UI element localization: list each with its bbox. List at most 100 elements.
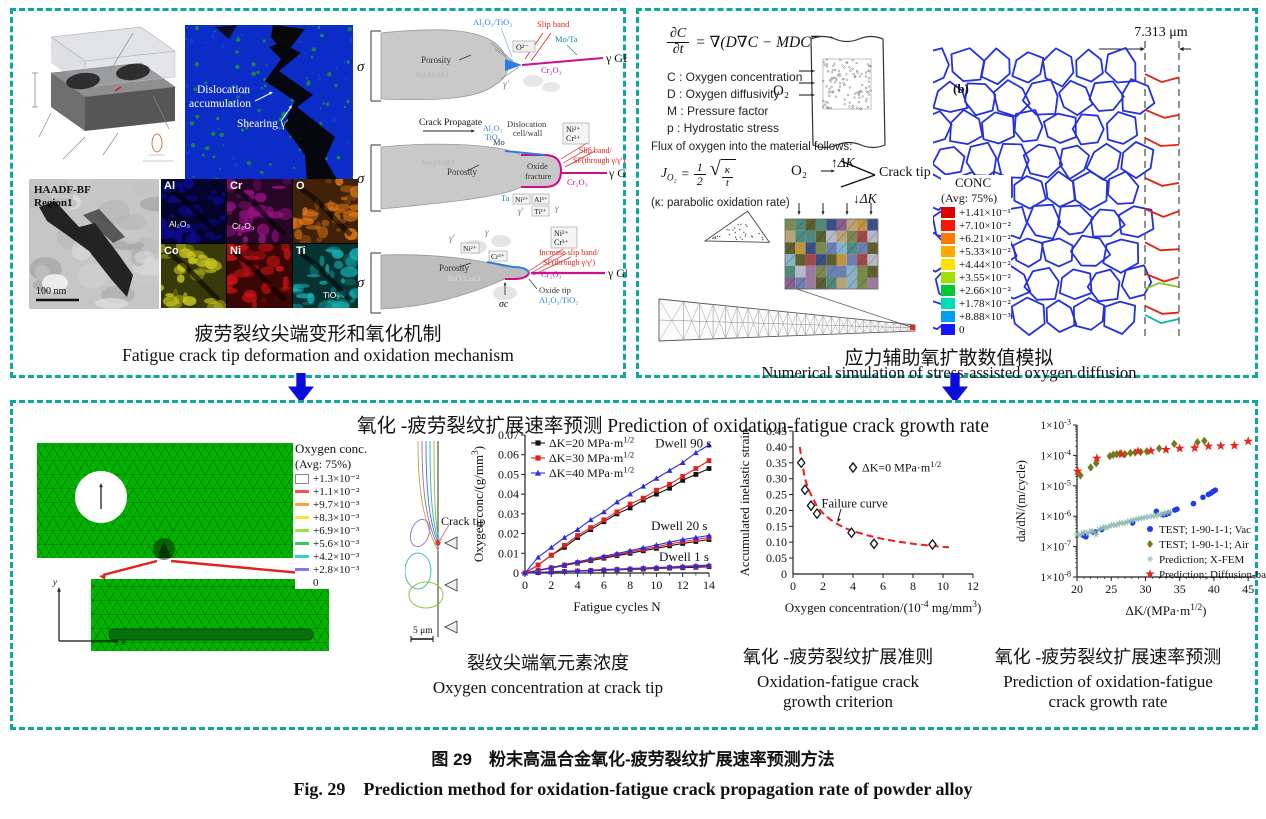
svg-text:0: 0 (781, 567, 787, 581)
svg-text:Prediction; X-FEM: Prediction; X-FEM (1159, 554, 1244, 566)
svg-text:Shearing γ′: Shearing γ′ (237, 118, 288, 130)
legend-swatch (295, 500, 309, 509)
legend-swatch (295, 526, 309, 535)
svg-text:Ni²⁺: Ni²⁺ (566, 125, 581, 134)
svg-text:6: 6 (601, 578, 607, 592)
eq-denominator: ∂t (672, 41, 684, 57)
map-oxide-label: Al₂O₃ (169, 219, 190, 229)
def-c: C : Oxygen concentration (667, 70, 803, 84)
svg-text:Cr³⁺: Cr³⁺ (491, 252, 505, 261)
legend-label: +3.55×10⁻² (959, 272, 1011, 284)
svg-text:O²⁻: O²⁻ (516, 43, 528, 52)
svg-text:4: 4 (850, 579, 856, 593)
chart-crack-growth-rate: 20 25 30 35 40 45 1×10-3 1×10-4 1×10-5 1×10-6 1×10… (1014, 418, 1266, 618)
cap2-en2: growth criterion (783, 692, 893, 711)
flux-j-sub: O₂ (667, 172, 677, 183)
svg-text:Slip band/: Slip band/ (579, 146, 612, 155)
legend-swatch (295, 552, 309, 561)
legend-swatch (295, 565, 309, 574)
svg-text:Porosity: Porosity (447, 167, 478, 177)
svg-text:Ni²⁺: Ni²⁺ (463, 244, 477, 253)
flux-j: J (661, 165, 667, 181)
panel-oxygen-diffusion-simulation: ∂C ∂t = ∇(D∇C − MDC∇p) C : Oxygen concent… (636, 8, 1258, 382)
svg-text:Prediction; Diffusion-based: Prediction; Diffusion-based (1159, 569, 1266, 581)
svg-text:1×10-6: 1×10-6 (1040, 509, 1071, 523)
def-d: D : Oxygen diffusivity (667, 87, 780, 101)
legend-entry: +3.55×10⁻² (941, 271, 1011, 284)
conc-legend-subtitle: (Avg: 75%) (941, 191, 998, 205)
svg-text:ΔK=30 MPa·m1/2: ΔK=30 MPa·m1/2 (549, 449, 634, 465)
legend-entry: +2.8×10⁻³ (295, 563, 367, 576)
panel2-caption-en: Numerical simulation of stress-assisted … (761, 363, 1137, 382)
svg-text:Ti²⁺: Ti²⁺ (534, 207, 547, 216)
svg-text:γ′: γ′ (449, 233, 456, 243)
svg-text:0.05: 0.05 (498, 467, 519, 481)
cap1-zh: 裂纹尖端氧元素浓度 (467, 653, 629, 673)
flux-rad-num: κ (721, 164, 734, 178)
svg-text:8: 8 (910, 579, 916, 593)
svg-text:Mo: Mo (493, 137, 505, 147)
svg-text:40: 40 (1208, 582, 1220, 596)
oxy-legend-title: Oxygen conc. (295, 441, 368, 456)
legend-swatch (295, 513, 309, 522)
legend-swatch (295, 539, 309, 548)
svg-text:ΔK=20 MPa·m1/2: ΔK=20 MPa·m1/2 (549, 434, 634, 450)
svg-text:σ: σ (357, 171, 365, 187)
map-oxide-label: TiO₂ (323, 290, 340, 300)
svg-text:x: x (120, 637, 125, 647)
svg-text:Increase slip band/: Increase slip band/ (539, 248, 600, 257)
cap3-en2: crack growth rate (1048, 692, 1168, 711)
legend-entry: +8.88×10⁻³ (941, 310, 1011, 323)
svg-text:ΔK=0 MPa·m1/2: ΔK=0 MPa·m1/2 (862, 459, 941, 475)
svg-text:5 μm: 5 μm (413, 626, 433, 636)
svg-text:1×10-3: 1×10-3 (1040, 418, 1071, 432)
kappa-note: (κ: parabolic oxidation rate) (651, 197, 790, 209)
panel1-caption-zh: 疲劳裂纹尖端变形和氧化机制 (194, 324, 442, 345)
voronoi-sublabel: (b) (953, 81, 969, 96)
flux-equals: = (680, 166, 690, 182)
oxygen-conc-legend: Oxygen conc. (Avg: 75%) +1.3×10⁻² +1.1×10… (295, 441, 368, 589)
sub-caption-2: 氧化 -疲劳裂纹扩展准则 Oxidation-fatigue crack gro… (713, 643, 963, 712)
svg-text:1×10-7: 1×10-7 (1040, 539, 1071, 553)
svg-text:Porosity: Porosity (439, 263, 470, 273)
svg-text:Oxygen conc/(g/mm3): Oxygen conc/(g/mm3) (471, 446, 486, 562)
crack-tip-contour-plot: 5 μm (405, 440, 458, 642)
svg-text:ΔK/(MPa·m1/2): ΔK/(MPa·m1/2) (1126, 603, 1207, 618)
svg-text:Cr₂O₃: Cr₂O₃ (567, 177, 588, 187)
svg-text:2: 2 (820, 579, 826, 593)
svg-text:Cr³⁺: Cr³⁺ (554, 238, 569, 247)
svg-text:0.45: 0.45 (766, 424, 787, 438)
svg-text:γ GB: γ GB (607, 266, 627, 280)
figure-caption-en: Fig. 29 Prediction method for oxidation-… (293, 779, 973, 799)
sqrt-symbol: √ (709, 158, 721, 180)
cap3-zh: 氧化 -疲劳裂纹扩展速率预测 (994, 647, 1222, 667)
bottom-title-en: Prediction of oxidation-fatigue crack gr… (607, 416, 989, 437)
legend-entry: +1.78×10⁻² (941, 297, 1011, 310)
svg-text:TEST; 1-90-1-1; Air: TEST; 1-90-1-1; Air (1159, 539, 1249, 551)
simulation-graphics (658, 203, 916, 342)
svg-text:2: 2 (548, 578, 554, 592)
svg-text:25: 25 (1105, 582, 1117, 596)
cap1-en: Oxygen concentration at crack tip (432, 678, 664, 697)
svg-text:Oxide tip: Oxide tip (539, 285, 571, 295)
cap2-en1: Oxidation-fatigue crack (757, 672, 919, 691)
map-label-co: Co (164, 245, 179, 257)
svg-text:1×10-5: 1×10-5 (1040, 478, 1071, 492)
panel2-caption-zh: 应力辅助氧扩散数值模拟 (844, 348, 1054, 369)
svg-text:0.15: 0.15 (766, 519, 787, 533)
svg-text:γ GB: γ GB (605, 51, 627, 65)
svg-text:0.03: 0.03 (498, 507, 519, 521)
legend-entry: +5.6×10⁻³ (295, 537, 367, 550)
svg-text:Failure curve: Failure curve (822, 496, 889, 510)
svg-text:Ni²⁺: Ni²⁺ (515, 195, 529, 204)
svg-text:HAADF-BF: HAADF-BF (34, 184, 91, 196)
map-label-cr: Cr (230, 180, 243, 192)
fem-mesh-model: yx (37, 443, 329, 651)
map-label-o: O (296, 180, 305, 192)
svg-text:30: 30 (1139, 582, 1151, 596)
chart-oxygen-vs-cycles: 0 2 4 6 8 10 12 14 0 0.01 0.02 0.03 0.04 0.05 0.06 0.07… (471, 428, 715, 614)
legend-label: +1.78×10⁻² (959, 298, 1011, 310)
svg-text:0.40: 0.40 (766, 440, 787, 454)
specimen-3d-model (32, 26, 176, 162)
svg-text:SF(through γ/γ′): SF(through γ/γ′) (543, 258, 595, 267)
